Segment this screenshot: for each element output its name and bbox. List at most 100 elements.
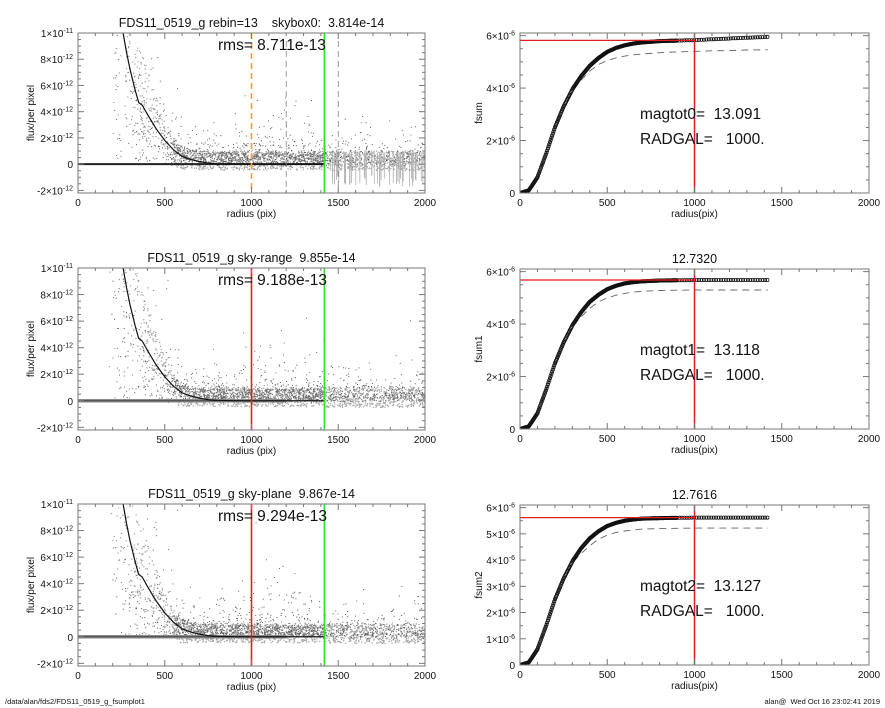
scatter-point (362, 389, 364, 392)
scatter-point (349, 404, 351, 406)
scatter-point (402, 400, 404, 402)
scatter-point (322, 166, 324, 168)
scatter-point (394, 392, 397, 395)
scatter-point (150, 108, 153, 110)
fsum-marker (760, 35, 765, 40)
scatter-point (232, 144, 235, 146)
scatter-point (320, 401, 322, 404)
scatter-point (126, 36, 129, 38)
scatter-point (126, 201, 127, 202)
scatter-point (130, 342, 132, 345)
scatter-point (310, 100, 313, 102)
scatter-point (375, 162, 377, 164)
scatter-point (127, 96, 129, 98)
scatter-point (281, 158, 283, 160)
scatter-point (185, 159, 187, 161)
scatter-point (159, 117, 162, 120)
scatter-point (264, 136, 266, 138)
scatter-point (235, 396, 237, 398)
scatter-point (278, 150, 280, 152)
scatter-point (357, 404, 359, 406)
scatter-point (282, 158, 284, 160)
scatter-point (242, 153, 245, 155)
y-tick-label: -2×10-12 (37, 185, 73, 197)
scatter-point (177, 380, 180, 383)
scatter-point (201, 157, 203, 159)
scatter-point (377, 404, 379, 406)
scatter-point (271, 402, 274, 404)
scatter-point (268, 403, 270, 405)
scatter-point (132, 359, 134, 361)
scatter-point (313, 156, 315, 158)
scatter-point (141, 117, 144, 120)
scatter-point (236, 405, 239, 407)
scatter-point (287, 403, 289, 406)
scatter-point (203, 150, 205, 152)
scatter-point (139, 158, 141, 160)
scatter-point (129, 221, 130, 222)
scatter-point (276, 153, 278, 155)
scatter-point (272, 159, 274, 161)
scatter-point (235, 128, 237, 130)
scatter-point (255, 142, 257, 145)
scatter-point (196, 402, 198, 404)
scatter-point (372, 160, 374, 163)
scatter-point (311, 168, 313, 170)
scatter-point (245, 166, 247, 168)
scatter-point (346, 402, 348, 405)
scatter-point (145, 65, 147, 67)
scatter-point (366, 152, 369, 155)
scatter-point (162, 353, 164, 355)
scatter-point (166, 375, 168, 377)
scatter-point (272, 144, 274, 146)
scatter-point (396, 392, 398, 394)
scatter-point (302, 147, 304, 149)
scatter-point (339, 163, 341, 165)
scatter-point (360, 157, 363, 159)
scatter-point (154, 108, 156, 111)
scatter-point (366, 405, 368, 407)
y-tick-exponent: -12 (63, 80, 73, 87)
scatter-point (282, 157, 284, 159)
scatter-point (161, 119, 163, 121)
scatter-point (290, 389, 292, 391)
scatter-point (145, 342, 148, 345)
scatter-point (256, 169, 258, 171)
scatter-point (142, 87, 145, 90)
scatter-point (126, 198, 127, 199)
scatter-point (147, 341, 149, 343)
scatter-point (314, 387, 316, 389)
fsum-marker (546, 144, 551, 149)
scatter-point (413, 158, 415, 160)
scatter-point (398, 145, 400, 147)
scatter-point (328, 144, 330, 146)
scatter-point (354, 406, 357, 408)
scatter-point (123, 282, 126, 285)
scatter-point (192, 154, 194, 156)
scatter-point (194, 155, 196, 158)
scatter-point (129, 42, 131, 44)
scatter-point (411, 403, 413, 405)
scatter-point (150, 68, 152, 70)
scatter-point (142, 111, 144, 113)
scatter-point (370, 400, 372, 402)
scatter-point (367, 393, 369, 395)
scatter-point (176, 166, 178, 168)
scatter-point (113, 101, 115, 104)
scatter-point (288, 155, 290, 157)
scatter-point (226, 168, 228, 170)
scatter-point (234, 405, 236, 408)
scatter-point (153, 108, 155, 111)
scatter-point (152, 117, 155, 120)
scatter-point (212, 166, 215, 168)
scatter-point (316, 155, 319, 157)
scatter-point (260, 388, 263, 390)
scatter-point (367, 156, 369, 158)
scatter-point (315, 402, 317, 404)
scatter-point (321, 390, 323, 392)
scatter-point (414, 391, 416, 393)
scatter-point (213, 157, 216, 159)
scatter-point (185, 405, 188, 408)
scatter-point (361, 151, 363, 154)
scatter-point (167, 132, 170, 134)
